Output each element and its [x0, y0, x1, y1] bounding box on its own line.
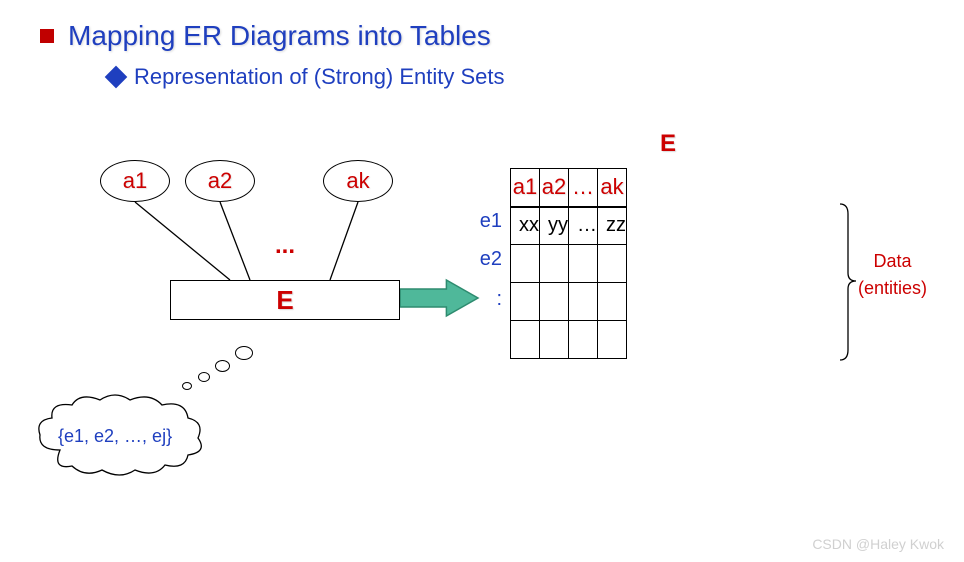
table-cell: xx: [511, 207, 540, 245]
subtitle-row: Representation of (Strong) Entity Sets: [108, 64, 505, 90]
table-cell: [511, 283, 540, 321]
table-header: ak: [598, 169, 627, 207]
entity-label: E: [276, 285, 293, 316]
table-cell: [569, 321, 598, 359]
table-header: a1: [511, 169, 540, 207]
attribute-label: a1: [123, 168, 147, 194]
attribute-ellipse-a2: a2: [185, 160, 255, 202]
table-cell: [511, 321, 540, 359]
trail-bubble-icon: [215, 360, 230, 372]
data-label-line1: Data: [874, 251, 912, 271]
trail-bubble-icon: [198, 372, 210, 382]
diamond-bullet-icon: [105, 66, 128, 89]
table-cell: [540, 321, 569, 359]
arrow-icon: [400, 278, 480, 318]
table-cell: …: [569, 207, 598, 245]
watermark: CSDN @Haley Kwok: [812, 536, 944, 552]
row-label: e2: [472, 248, 502, 271]
subtitle: Representation of (Strong) Entity Sets: [134, 64, 505, 90]
table-cell: [598, 283, 627, 321]
table-row: [511, 321, 627, 359]
instances-set-label: {e1, e2, …, ej}: [58, 426, 172, 447]
table-cell: [598, 245, 627, 283]
table-cell: [569, 283, 598, 321]
brace-icon: [838, 202, 858, 364]
thought-cloud-icon: {e1, e2, …, ej}: [30, 390, 200, 465]
table-cell: zz: [598, 207, 627, 245]
entity-table: a1a2…ak xxyy…zz: [510, 168, 627, 359]
data-entities-label: Data (entities): [858, 248, 927, 302]
table-cell: [540, 245, 569, 283]
attribute-label: a2: [208, 168, 232, 194]
table-cell: [511, 245, 540, 283]
attribute-label: ak: [346, 168, 369, 194]
attribute-ellipse-a1: a1: [100, 160, 170, 202]
square-bullet-icon: [40, 29, 54, 43]
table-header: a2: [540, 169, 569, 207]
title-row: Mapping ER Diagrams into Tables: [40, 20, 491, 52]
table-cell: [569, 245, 598, 283]
row-label: e1: [472, 210, 502, 233]
entity-box: E: [170, 280, 400, 320]
attribute-ellipse-ak: ak: [323, 160, 393, 202]
ellipsis-icon: ...: [275, 232, 295, 260]
table-header: …: [569, 169, 598, 207]
trail-bubble-icon: [235, 346, 253, 360]
table-row: xxyy…zz: [511, 207, 627, 245]
row-label: :: [472, 288, 502, 311]
table-title: E: [660, 130, 676, 158]
er-diagram: a1 a2 ak ... E {e1, e2, …, ej}: [70, 150, 430, 450]
table-cell: [540, 283, 569, 321]
page-title: Mapping ER Diagrams into Tables: [68, 20, 491, 52]
table-row: [511, 283, 627, 321]
table-cell: [598, 321, 627, 359]
data-label-line2: (entities): [858, 278, 927, 298]
table-cell: yy: [540, 207, 569, 245]
table-row: [511, 245, 627, 283]
trail-bubble-icon: [182, 382, 192, 390]
